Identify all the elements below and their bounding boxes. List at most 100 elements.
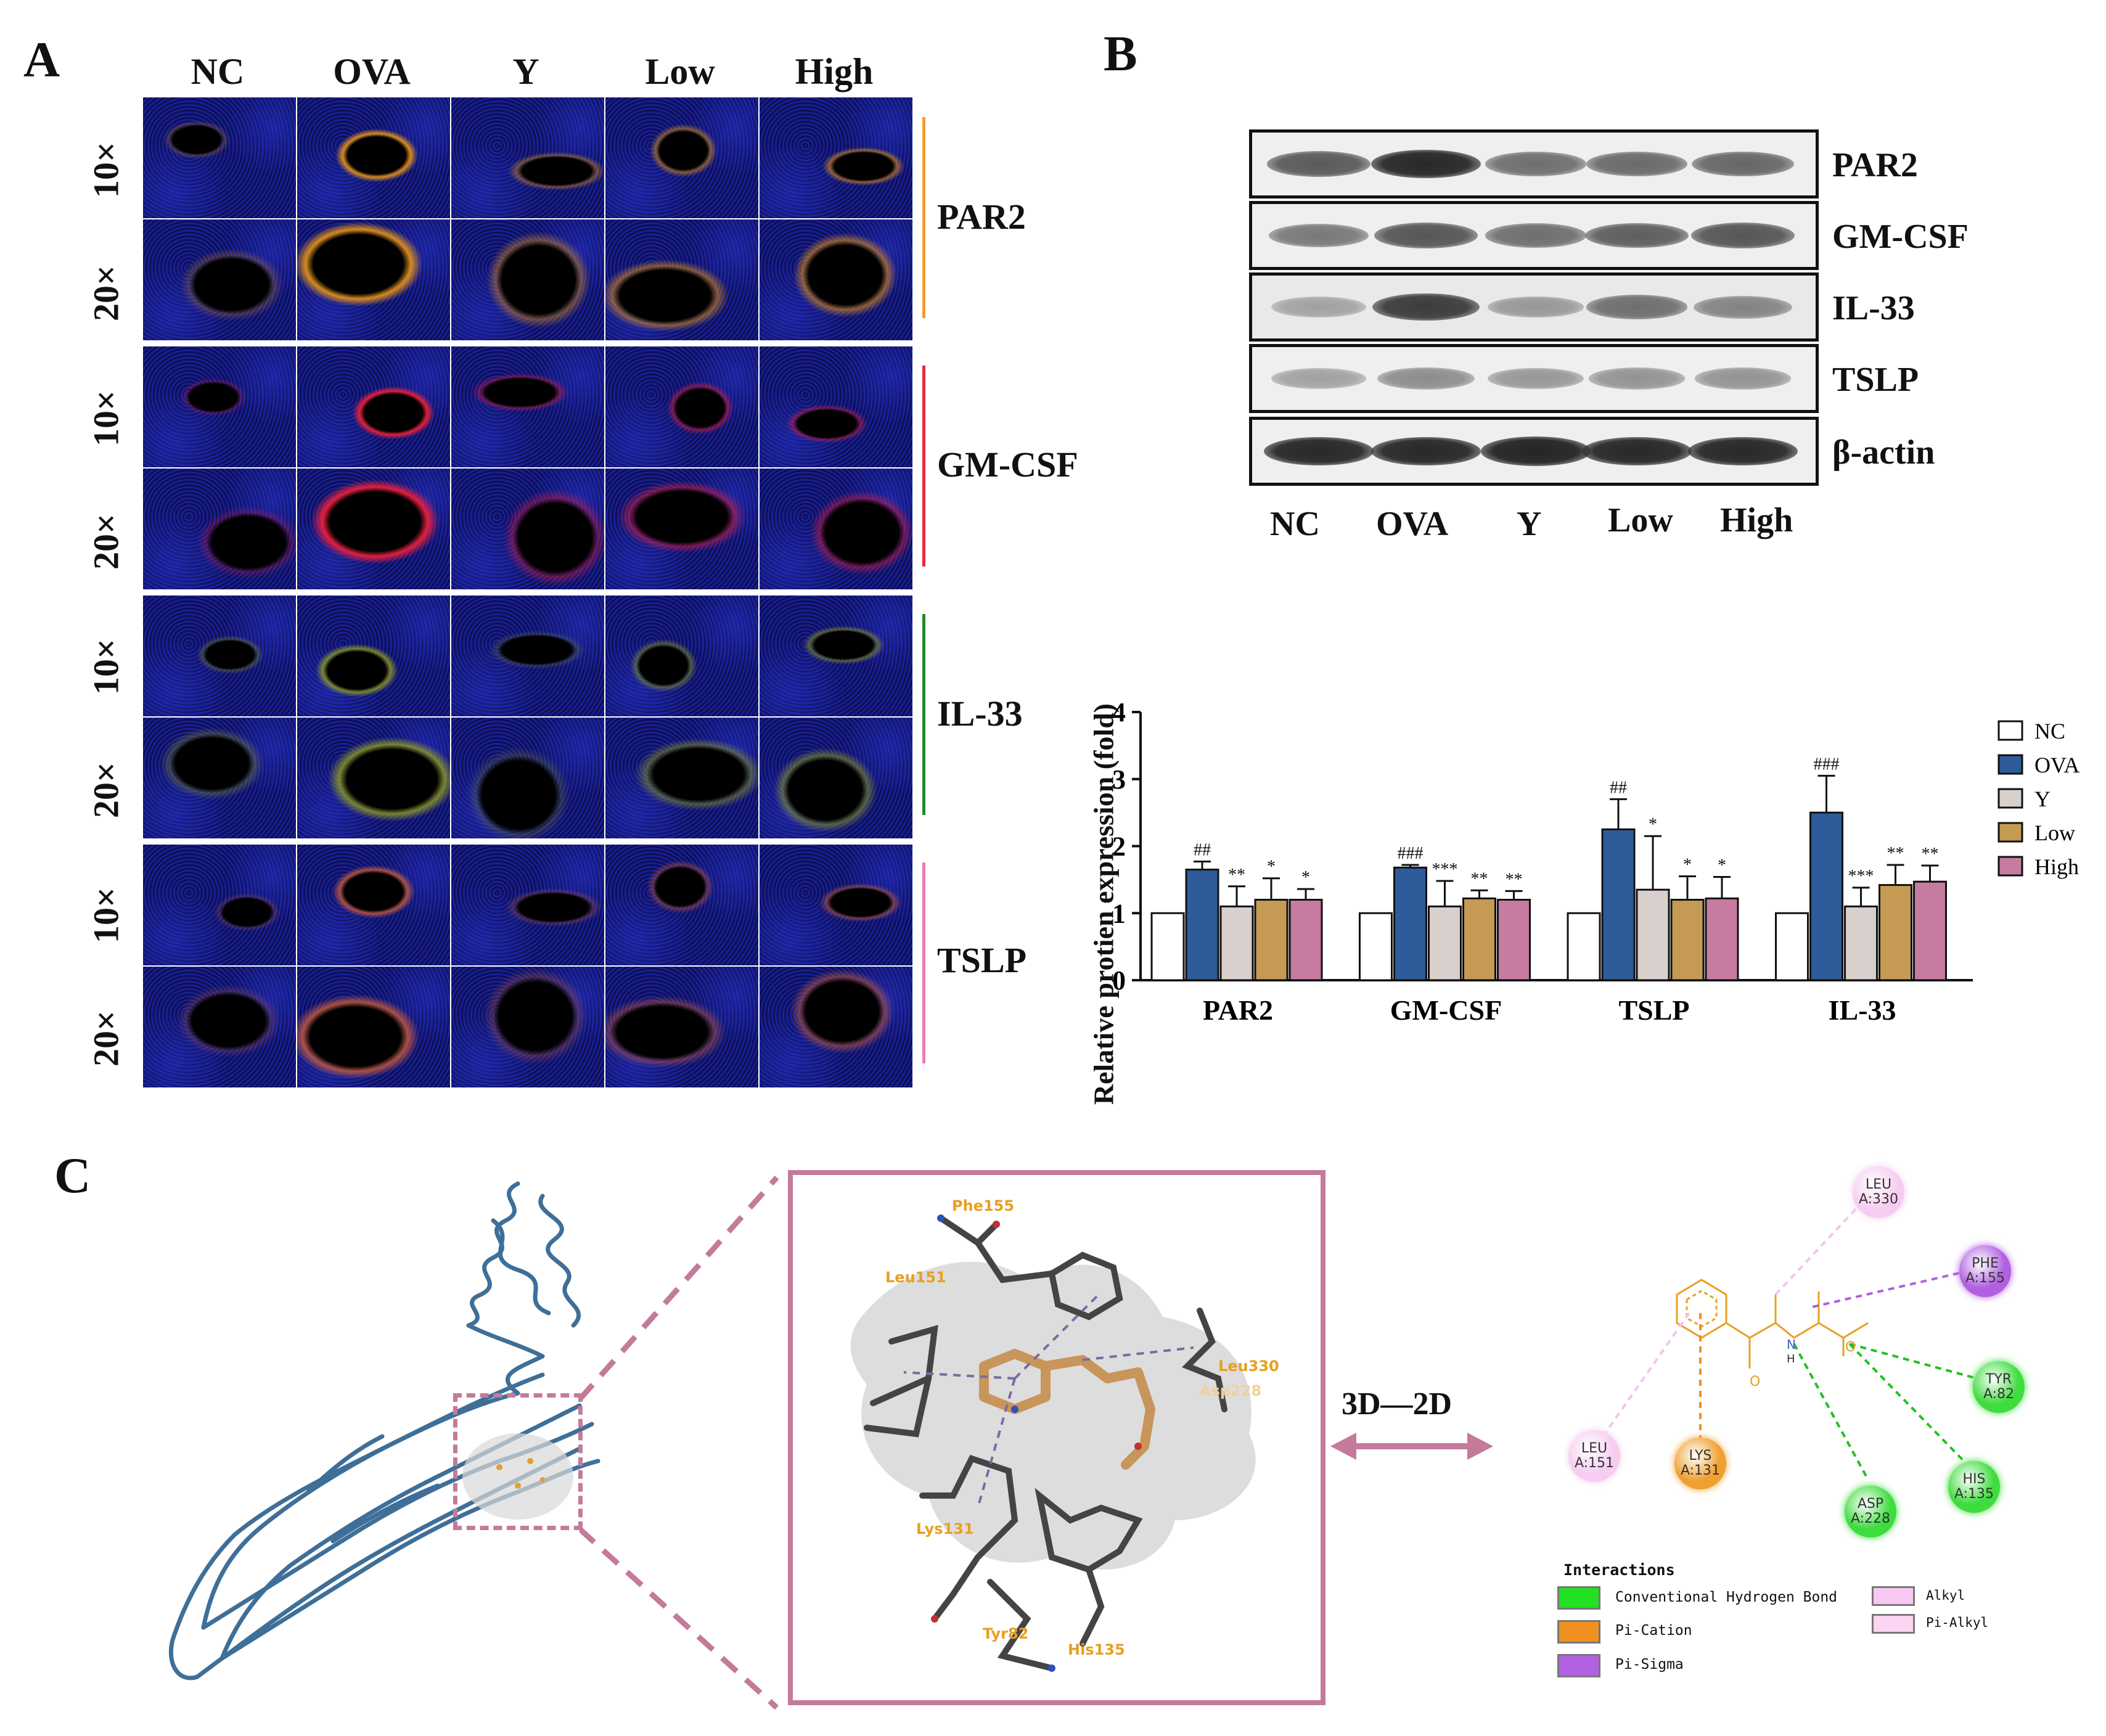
legend-swatch-pication bbox=[1557, 1620, 1600, 1644]
legend-label: NC bbox=[2034, 719, 2065, 743]
residue-node-leu330: LEU A:330 bbox=[1853, 1166, 1904, 1218]
band-high bbox=[1694, 295, 1792, 319]
bar bbox=[1428, 905, 1462, 981]
residue-node-tyr82: TYR A:82 bbox=[1973, 1361, 2025, 1413]
if-tile-gmcsf-nc-10x bbox=[143, 346, 296, 467]
band-y bbox=[1485, 223, 1586, 248]
row-label-gmcsf-20x: 20× bbox=[86, 513, 126, 570]
band-high bbox=[1690, 223, 1795, 248]
blot-gmcsf bbox=[1249, 201, 1819, 270]
significance-label: ## bbox=[1610, 778, 1627, 797]
bar bbox=[1879, 884, 1912, 981]
if-tile-par2-ova-20x bbox=[297, 219, 450, 340]
residue-node-id: A:155 bbox=[1965, 1271, 2006, 1286]
if-tile-gmcsf-low-10x bbox=[605, 346, 758, 467]
bar bbox=[1150, 912, 1185, 981]
column-label-nc: NC bbox=[191, 51, 245, 92]
residue-node-phe155: PHE A:155 bbox=[1959, 1245, 2011, 1297]
lane-label-high: High bbox=[1720, 501, 1793, 539]
if-tile-tslp-nc-20x bbox=[143, 967, 296, 1087]
if-tile-gmcsf-high-10x bbox=[760, 346, 912, 467]
y-tick-label: 2 bbox=[1112, 832, 1126, 862]
band-low bbox=[1582, 436, 1692, 466]
bar bbox=[1670, 899, 1705, 981]
legend-swatch-pialkyl bbox=[1872, 1614, 1915, 1634]
significance-label: * bbox=[1683, 855, 1692, 874]
legend-text-pialkyl: Pi-Alkyl bbox=[1926, 1615, 1989, 1630]
legend-label: Y bbox=[2034, 787, 2051, 811]
if-tile-il33-low-10x bbox=[605, 596, 758, 716]
row-label-tslp-20x: 20× bbox=[86, 1010, 126, 1067]
residue-node-name: PHE bbox=[1972, 1256, 1999, 1271]
column-label-ova: OVA bbox=[333, 51, 411, 92]
significance-label: ** bbox=[1471, 869, 1488, 888]
band-high bbox=[1692, 151, 1794, 177]
band-ova bbox=[1371, 149, 1481, 179]
residue-node-id: A:135 bbox=[1954, 1486, 1994, 1502]
arrow-label-3d-2d: 3D—2D bbox=[1342, 1386, 1452, 1422]
if-tile-il33-high-20x bbox=[760, 718, 912, 838]
significance-label: *** bbox=[1848, 867, 1874, 886]
category-label: TSLP bbox=[1618, 994, 1689, 1026]
panel-label-c: C bbox=[54, 1147, 91, 1203]
pocket-molecule-render bbox=[850, 1214, 1256, 1672]
zoom-region-box bbox=[453, 1393, 583, 1530]
residue-node-name: LEU bbox=[1865, 1177, 1892, 1192]
band-low bbox=[1585, 223, 1689, 248]
bar bbox=[1809, 811, 1843, 981]
bar bbox=[1705, 897, 1739, 981]
atom-label-n: N bbox=[1787, 1337, 1796, 1352]
residue-label-asp228: Asp228 bbox=[1200, 1382, 1262, 1399]
residue-label-leu151: Leu151 bbox=[885, 1269, 946, 1286]
legend-swatch bbox=[1997, 856, 2023, 877]
bar bbox=[1497, 899, 1531, 981]
bar bbox=[1601, 828, 1636, 981]
column-label-y: Y bbox=[512, 51, 539, 92]
lane-label-ova: OVA bbox=[1376, 505, 1449, 543]
if-tile-il33-y-10x bbox=[451, 596, 604, 716]
band-y bbox=[1485, 152, 1586, 176]
if-tile-tslp-low-10x bbox=[605, 845, 758, 965]
if-tile-tslp-y-10x bbox=[451, 845, 604, 965]
atom-label-o2: O bbox=[1845, 1340, 1856, 1355]
significance-label: * bbox=[1301, 868, 1310, 887]
bar bbox=[1913, 880, 1947, 981]
bar bbox=[1254, 899, 1289, 981]
band-nc bbox=[1267, 151, 1371, 177]
bar bbox=[1567, 912, 1601, 981]
if-tile-par2-high-10x bbox=[760, 97, 912, 218]
row-label-par2-10x: 10× bbox=[86, 141, 126, 199]
band-y bbox=[1488, 367, 1584, 390]
if-tile-tslp-high-20x bbox=[760, 967, 912, 1087]
bar bbox=[1185, 869, 1219, 981]
residue-node-id: A:228 bbox=[1850, 1511, 1891, 1526]
if-tile-gmcsf-y-20x bbox=[451, 469, 604, 589]
residue-node-id: A:82 bbox=[1983, 1386, 2015, 1402]
band-ova bbox=[1371, 436, 1481, 466]
band-nc bbox=[1271, 368, 1366, 389]
significance-label: ** bbox=[1887, 844, 1904, 863]
marker-label-par2: PAR2 bbox=[937, 197, 1026, 237]
bar bbox=[1289, 899, 1323, 981]
legend-swatch-pisigma bbox=[1557, 1654, 1600, 1677]
row-label-par2-20x: 20× bbox=[86, 264, 126, 322]
atom-label-o1: O bbox=[1750, 1374, 1760, 1390]
if-tile-il33-y-20x bbox=[451, 718, 604, 838]
band-nc bbox=[1269, 223, 1369, 248]
marker-label-gmcsf: GM-CSF bbox=[937, 444, 1078, 485]
significance-label: * bbox=[1649, 815, 1657, 834]
marker-bar-tslp bbox=[922, 862, 925, 1063]
residue-label-lys131: Lys131 bbox=[916, 1520, 974, 1537]
bar bbox=[1393, 866, 1427, 981]
if-tile-il33-ova-10x bbox=[297, 596, 450, 716]
if-tile-il33-nc-10x bbox=[143, 596, 296, 716]
legend-swatch bbox=[1997, 822, 2023, 843]
significance-label: ** bbox=[1506, 870, 1523, 889]
y-tick-label: 4 bbox=[1112, 697, 1126, 727]
residue-node-name: LYS bbox=[1689, 1448, 1712, 1464]
interactions-title: Interactions bbox=[1563, 1561, 1675, 1579]
legend-swatch bbox=[1997, 720, 2023, 741]
lane-label-y: Y bbox=[1517, 505, 1542, 543]
if-tile-par2-high-20x bbox=[760, 219, 912, 340]
